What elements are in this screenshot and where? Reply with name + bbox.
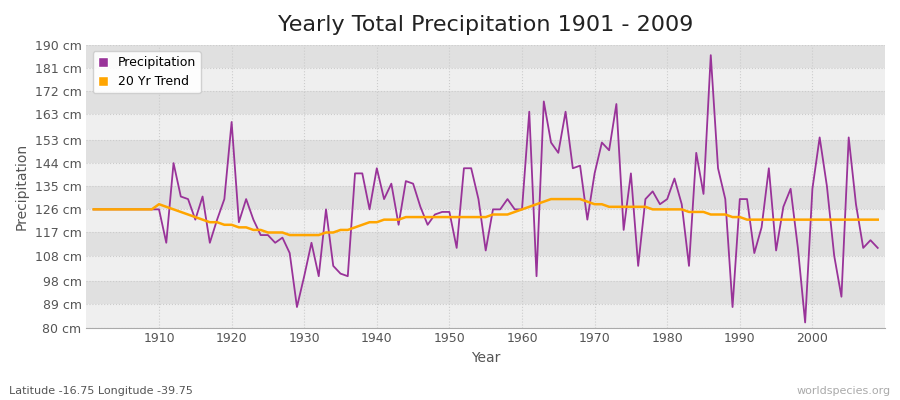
Bar xyxy=(86,114,885,140)
Bar xyxy=(86,68,885,91)
Bar xyxy=(86,304,885,328)
Bar xyxy=(86,186,885,209)
Bar xyxy=(86,256,885,281)
Bar xyxy=(86,281,885,304)
Bar xyxy=(86,140,885,163)
Bar xyxy=(86,209,885,232)
Bar xyxy=(86,91,885,114)
Bar xyxy=(86,232,885,256)
Bar xyxy=(86,45,885,68)
Legend: Precipitation, 20 Yr Trend: Precipitation, 20 Yr Trend xyxy=(93,51,201,93)
Y-axis label: Precipitation: Precipitation xyxy=(15,143,29,230)
X-axis label: Year: Year xyxy=(471,351,500,365)
Text: worldspecies.org: worldspecies.org xyxy=(796,386,891,396)
Title: Yearly Total Precipitation 1901 - 2009: Yearly Total Precipitation 1901 - 2009 xyxy=(278,15,693,35)
Text: Latitude -16.75 Longitude -39.75: Latitude -16.75 Longitude -39.75 xyxy=(9,386,193,396)
Bar xyxy=(86,163,885,186)
